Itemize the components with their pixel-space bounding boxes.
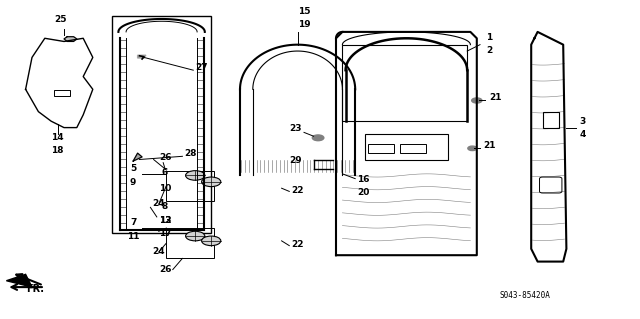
Polygon shape xyxy=(133,153,142,161)
Text: 22: 22 xyxy=(291,186,304,195)
Text: 3: 3 xyxy=(579,117,586,126)
Text: 14: 14 xyxy=(51,133,64,142)
Text: 26: 26 xyxy=(159,265,172,274)
Circle shape xyxy=(202,177,221,187)
Text: 6: 6 xyxy=(162,168,168,177)
Text: 17: 17 xyxy=(159,229,172,238)
Bar xyxy=(368,144,394,153)
Text: 28: 28 xyxy=(184,149,197,158)
Text: 13: 13 xyxy=(159,216,172,225)
Text: 7: 7 xyxy=(130,218,136,227)
Text: 4: 4 xyxy=(579,130,586,139)
Text: 8: 8 xyxy=(162,202,168,211)
Text: 23: 23 xyxy=(289,124,302,133)
Text: 26: 26 xyxy=(159,152,172,161)
Text: FR.: FR. xyxy=(26,284,44,294)
Text: 22: 22 xyxy=(291,240,304,249)
Text: 25: 25 xyxy=(54,15,67,24)
Bar xyxy=(342,45,467,121)
Circle shape xyxy=(468,146,477,151)
Text: 16: 16 xyxy=(357,175,370,184)
Text: 1: 1 xyxy=(486,33,493,42)
Circle shape xyxy=(312,135,324,141)
Text: 21: 21 xyxy=(483,141,496,150)
Text: 15: 15 xyxy=(298,7,310,16)
Circle shape xyxy=(186,231,205,241)
Text: 19: 19 xyxy=(298,20,310,29)
Circle shape xyxy=(472,98,482,103)
Text: 24: 24 xyxy=(152,199,165,208)
Bar xyxy=(166,171,214,201)
Bar xyxy=(112,16,211,233)
Polygon shape xyxy=(64,37,77,41)
Text: 20: 20 xyxy=(357,188,370,197)
Text: 24: 24 xyxy=(152,247,165,256)
Bar xyxy=(543,112,559,128)
Polygon shape xyxy=(6,274,32,287)
Text: 18: 18 xyxy=(51,146,64,155)
Polygon shape xyxy=(138,55,146,58)
Text: 5: 5 xyxy=(130,164,136,173)
Bar xyxy=(166,228,214,258)
Text: 12: 12 xyxy=(159,216,172,225)
Text: S043-85420A: S043-85420A xyxy=(499,291,550,300)
Text: 2: 2 xyxy=(486,46,493,55)
Text: 10: 10 xyxy=(159,184,172,193)
Text: 11: 11 xyxy=(127,232,140,241)
Text: 29: 29 xyxy=(289,156,302,165)
Text: 9: 9 xyxy=(130,178,136,187)
Bar xyxy=(365,134,448,160)
Circle shape xyxy=(186,171,205,180)
FancyBboxPatch shape xyxy=(54,90,70,96)
Circle shape xyxy=(202,236,221,246)
Bar xyxy=(400,144,426,153)
Text: 21: 21 xyxy=(490,93,502,102)
Text: 27: 27 xyxy=(195,63,208,72)
